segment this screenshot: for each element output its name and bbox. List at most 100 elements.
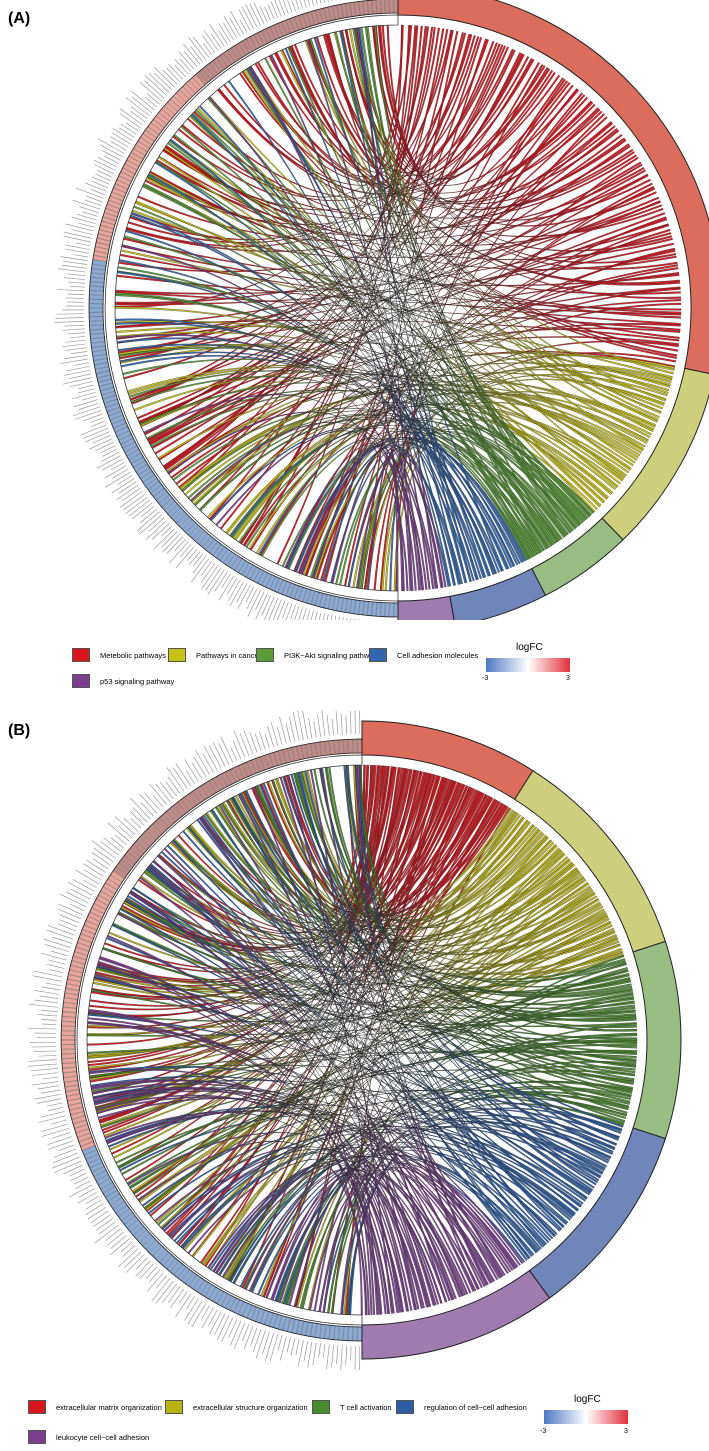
- gene-label-mark: [125, 496, 148, 514]
- gene-label-mark: [254, 733, 262, 752]
- gene-label-mark: [295, 0, 300, 11]
- gene-label-mark: [74, 254, 89, 258]
- gene-label-mark: [303, 1341, 309, 1361]
- gene-label-mark: [32, 1072, 58, 1076]
- gene-label-mark: [40, 1123, 68, 1133]
- gene-tick: [389, 0, 394, 14]
- gene-label-mark: [175, 1293, 192, 1318]
- gene-label-mark: [65, 244, 90, 250]
- gene-label-mark: [241, 1324, 250, 1342]
- gene-label-mark: [82, 211, 98, 217]
- legend-item: extracellular structure organization: [165, 1400, 308, 1414]
- gene-label-mark: [91, 180, 109, 189]
- gene-label-mark: [96, 1217, 114, 1231]
- gene-tick: [376, 0, 382, 14]
- gene-label-mark: [326, 714, 330, 736]
- gene-label-mark: [253, 2, 265, 25]
- gene-label-mark: [308, 717, 313, 739]
- gene-label-mark: [297, 710, 304, 740]
- gene-label-mark: [229, 581, 245, 606]
- colorbar-min: -3: [482, 675, 489, 682]
- gene-label-mark: [264, 1332, 275, 1362]
- gene-label-mark: [169, 1288, 185, 1309]
- gene-label-mark: [65, 297, 85, 299]
- gene-label-mark: [243, 1325, 254, 1350]
- gene-label-mark: [100, 445, 116, 454]
- gene-label-mark: [151, 1278, 171, 1302]
- gene-label-mark: [37, 1014, 57, 1017]
- gene-label-mark: [102, 448, 118, 457]
- gene-label-mark: [155, 1280, 174, 1304]
- gene-label-mark: [58, 908, 82, 920]
- gene-label-mark: [47, 1136, 72, 1145]
- gene-label-mark: [230, 10, 245, 35]
- gene-label-mark: [67, 332, 85, 335]
- gene-label-mark: [230, 1320, 242, 1346]
- gene-tick: [60, 1035, 76, 1040]
- gene-label-mark: [223, 23, 235, 41]
- gene-label-mark: [190, 558, 210, 583]
- gene-tick: [389, 602, 394, 618]
- gene-label-mark: [322, 1343, 326, 1359]
- gene-tick: [338, 739, 344, 755]
- gene-label-mark: [203, 30, 219, 51]
- gene-label-mark: [98, 138, 125, 155]
- gene-tick: [89, 316, 104, 322]
- gene-label-mark: [174, 58, 189, 75]
- gene-label-mark: [130, 817, 142, 829]
- gene-tick: [61, 1016, 77, 1022]
- gene-label-mark: [298, 607, 304, 620]
- gene-label-mark: [42, 1076, 59, 1080]
- gene-label-mark: [68, 281, 85, 284]
- gene-label-mark: [104, 471, 131, 488]
- gene-label-mark: [191, 1302, 207, 1328]
- gene-label-mark: [131, 91, 155, 111]
- gene-label-mark: [213, 1313, 226, 1336]
- gene-label-mark: [64, 339, 86, 343]
- gene-label-mark: [72, 878, 95, 892]
- gene-tick: [371, 0, 377, 15]
- gene-label-mark: [318, 1343, 321, 1358]
- legend-swatch: [312, 1400, 330, 1414]
- gene-label-mark: [68, 373, 92, 380]
- gene-label-mark: [132, 807, 148, 823]
- legend-item: Metebolic pathways: [72, 648, 166, 662]
- gene-label-mark: [119, 127, 135, 138]
- gene-label-mark: [331, 1344, 334, 1368]
- gene-label-mark: [51, 950, 68, 957]
- gene-tick: [61, 1025, 76, 1031]
- gene-label-mark: [299, 0, 304, 9]
- gene-label-mark: [307, 0, 311, 7]
- gene-label-mark: [217, 1315, 230, 1340]
- gene-label-mark: [83, 413, 103, 422]
- gene-tick: [338, 1325, 344, 1341]
- gene-label-mark: [107, 822, 130, 842]
- gene-label-mark: [75, 410, 102, 420]
- legend-label: extracellular matrix organization: [56, 1402, 162, 1412]
- gene-tick: [88, 303, 104, 308]
- gene-label-mark: [144, 75, 168, 96]
- gene-label-mark: [161, 531, 178, 548]
- gene-label-mark: [63, 235, 92, 243]
- gene-label-mark: [188, 37, 207, 60]
- gene-label-mark: [263, 596, 275, 620]
- gene-label-mark: [166, 767, 185, 792]
- gene-label-mark: [71, 216, 96, 225]
- gene-label-mark: [28, 1059, 57, 1062]
- gene-tick: [89, 329, 105, 335]
- gene-label-mark: [111, 478, 135, 494]
- gene-label-mark: [77, 222, 95, 228]
- gene-label-mark: [77, 388, 95, 394]
- gene-label-mark: [287, 0, 293, 13]
- colorbar-title: logFC: [516, 642, 543, 653]
- gene-label-mark: [140, 508, 158, 523]
- gene-label-mark: [292, 711, 300, 741]
- gene-label-mark: [41, 952, 67, 961]
- gene-label-mark: [323, 0, 326, 3]
- gene-label-mark: [236, 583, 248, 603]
- gene-label-mark: [32, 975, 62, 982]
- gene-label-mark: [168, 541, 189, 564]
- gene-label-mark: [267, 4, 275, 20]
- gene-tick: [343, 1326, 349, 1341]
- gene-label-mark: [187, 1300, 203, 1325]
